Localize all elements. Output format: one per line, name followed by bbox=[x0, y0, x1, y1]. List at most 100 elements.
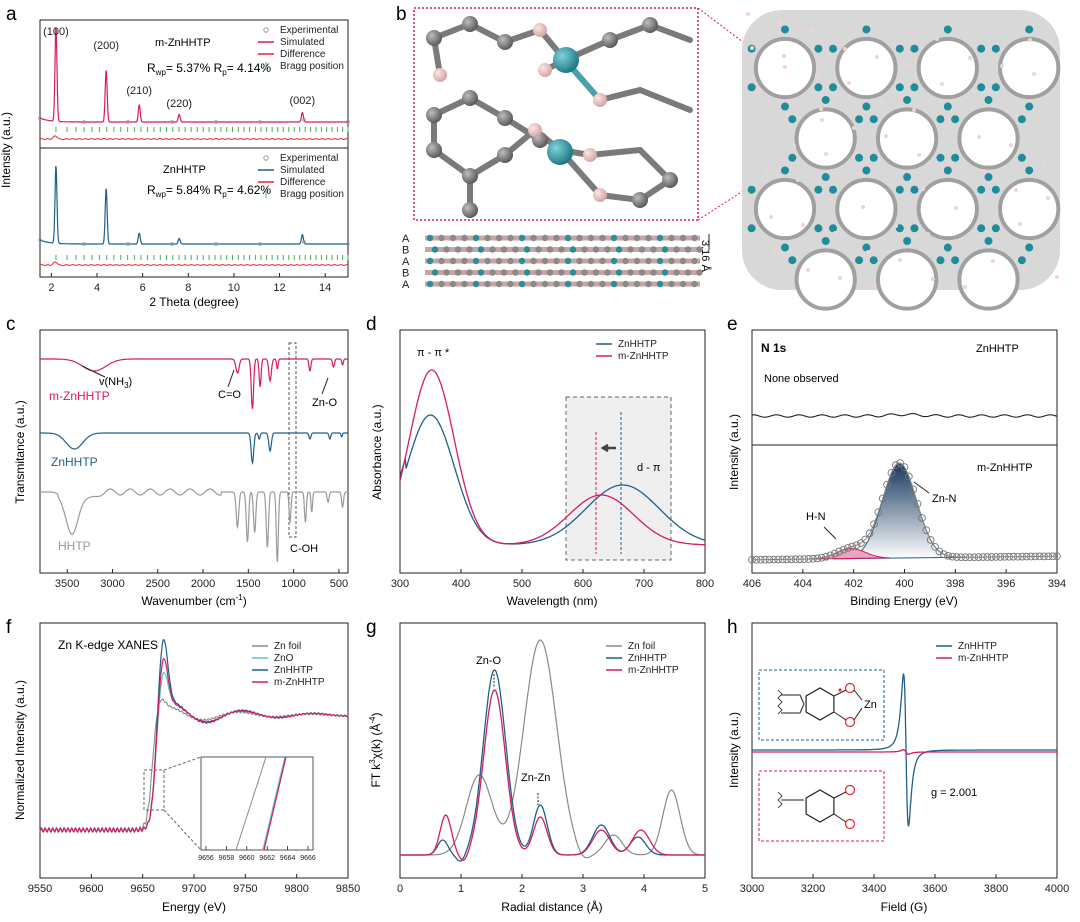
carbon-atom bbox=[497, 34, 513, 50]
ring-zn-complex bbox=[805, 687, 835, 721]
shift-arrow-d bbox=[600, 443, 616, 453]
layer-atom bbox=[645, 234, 652, 242]
peak-label: (100) bbox=[43, 26, 69, 38]
layer-atom bbox=[661, 269, 669, 276]
framework-h-atom bbox=[847, 81, 851, 85]
framework-zn-node bbox=[910, 185, 919, 194]
framework-zn-node bbox=[781, 243, 789, 252]
inset-tick-label: 9662 bbox=[259, 855, 275, 862]
xps-data-point bbox=[778, 555, 787, 564]
layer-atom bbox=[466, 269, 473, 276]
panel-c-ftir: c 3500 3000 2500 2000 1500 1000 500 Transmitan… bbox=[6, 314, 349, 608]
layer-atom bbox=[431, 269, 439, 276]
annot-coh: C-OH bbox=[290, 543, 318, 555]
framework-zn-node bbox=[829, 185, 838, 194]
d-x-tick-label: 400 bbox=[452, 578, 470, 590]
layer-atom bbox=[679, 257, 687, 265]
layer-atom bbox=[604, 269, 611, 276]
e-x-tick-label: 396 bbox=[997, 578, 1015, 590]
xps-data-point bbox=[783, 555, 791, 564]
framework-zn-node bbox=[814, 224, 823, 233]
layer-atom bbox=[627, 246, 634, 253]
layer-atom bbox=[684, 269, 692, 276]
arrow-co bbox=[227, 369, 235, 388]
xps-data-point bbox=[848, 542, 857, 551]
xps-curves bbox=[748, 412, 1061, 564]
xps-data-point bbox=[1031, 552, 1040, 561]
oxygen-atom bbox=[844, 682, 856, 694]
xps-data-point bbox=[944, 551, 952, 560]
layer-atom bbox=[668, 257, 675, 265]
panel-g-exafs: g 0 1 2 3 4 5 Zn-O Zn-Zn FT k3χ(k) (Å-4) Radi… bbox=[366, 617, 708, 914]
h-x-tick-label: 3200 bbox=[801, 883, 825, 895]
inset-line-2 bbox=[163, 809, 202, 851]
carbon-atom bbox=[497, 110, 513, 126]
xps-data-point bbox=[748, 555, 756, 564]
zn-exp-point bbox=[258, 242, 262, 246]
layer-atom bbox=[576, 234, 583, 242]
e-x-tick-label: 400 bbox=[895, 578, 913, 590]
framework-h-atom bbox=[806, 268, 810, 272]
layer-atom bbox=[518, 280, 526, 288]
xps-data-point bbox=[839, 545, 848, 554]
legend-h-label: ZnHHTP bbox=[958, 641, 997, 652]
xps-data-point bbox=[922, 526, 931, 535]
framework-zn-node bbox=[788, 153, 797, 162]
framework-zn-node bbox=[747, 224, 756, 233]
x-ticks-e: 406 404 402 400 398 396 394 bbox=[743, 569, 1066, 590]
arrow-znn bbox=[913, 481, 930, 494]
legend-g-label: ZnHHTP bbox=[628, 653, 667, 664]
layer-atom bbox=[484, 280, 491, 288]
plot-frame-c bbox=[39, 329, 349, 574]
framework-h-atom bbox=[833, 231, 837, 235]
framework-h-atom bbox=[981, 169, 985, 173]
framework-h-atom bbox=[759, 125, 763, 129]
xps-data-point bbox=[935, 547, 944, 556]
framework-zn-node bbox=[821, 236, 830, 245]
layer-atom bbox=[610, 234, 618, 242]
panel-h-epr: h 3000 3200 3400 3600 3800 4000 Zn g = 2.001 … bbox=[727, 617, 1069, 914]
xps-data-point bbox=[987, 553, 996, 561]
bond bbox=[833, 711, 847, 721]
framework-zn-node bbox=[910, 224, 919, 233]
layer-atom bbox=[553, 234, 560, 242]
xps-data-point bbox=[966, 553, 974, 562]
peak-label: (210) bbox=[126, 85, 152, 97]
framework-h-atom bbox=[917, 153, 921, 157]
layer-atom bbox=[484, 257, 491, 265]
layer-atom bbox=[500, 269, 508, 276]
f-x-tick-label: 9550 bbox=[28, 883, 52, 895]
sample-label-bottom-a: ZnHHTP bbox=[163, 164, 206, 176]
inset-line-mzn bbox=[263, 756, 287, 851]
rfactor-bottom-a: Rwp= 5.84% Rp= 4.62% bbox=[147, 183, 271, 199]
layer-atom bbox=[668, 234, 675, 242]
framework-pore bbox=[916, 36, 979, 100]
a-x-tick-label: 10 bbox=[228, 282, 240, 294]
rfactor-top-a: Rwp= 5.37% Rp= 4.14% bbox=[147, 61, 271, 77]
a-x-tick-label: 2 bbox=[48, 282, 54, 294]
bond bbox=[853, 689, 863, 701]
framework-zn-node bbox=[977, 185, 986, 194]
framework-h-atom bbox=[1018, 222, 1022, 226]
c-x-tick-label: 3000 bbox=[100, 578, 124, 590]
layer-atom bbox=[684, 246, 692, 253]
bond bbox=[587, 147, 643, 158]
framework-h-atom bbox=[870, 284, 874, 288]
xps-data-point bbox=[1044, 552, 1053, 561]
layer-atom bbox=[633, 280, 641, 288]
legend-f-label: Zn foil bbox=[274, 641, 301, 652]
wavy-bond bbox=[777, 689, 783, 715]
framework-zn-node bbox=[829, 83, 838, 92]
framework-h-atom bbox=[1046, 196, 1050, 200]
xps-data-point bbox=[883, 480, 891, 489]
annot-co: C=O bbox=[218, 389, 241, 401]
framework-h-atom bbox=[968, 56, 972, 60]
mzn-exp-point bbox=[82, 120, 86, 124]
framework-pore bbox=[957, 107, 1020, 170]
a-x-tick-label: 8 bbox=[185, 282, 191, 294]
h-x-tick-label: 3000 bbox=[740, 883, 764, 895]
y-axis-label-g: FT k3χ(k) (Å-4) bbox=[368, 713, 383, 788]
framework-h-atom bbox=[1028, 38, 1032, 42]
